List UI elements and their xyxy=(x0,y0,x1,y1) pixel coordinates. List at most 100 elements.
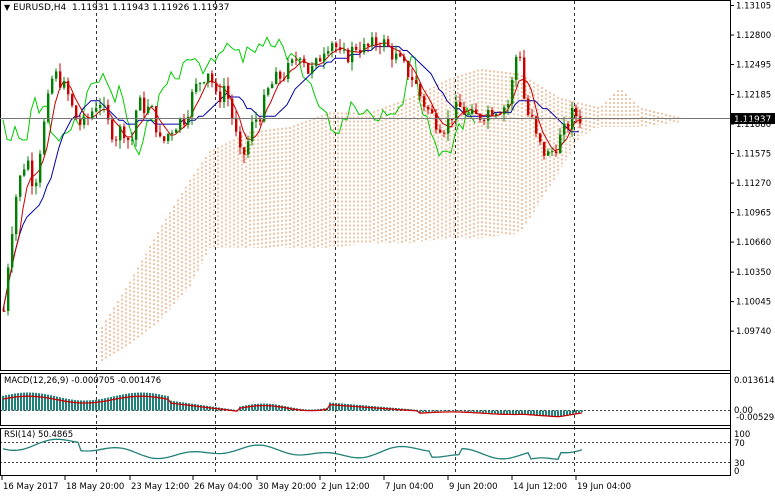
candle-bull xyxy=(11,234,14,268)
candle-bear xyxy=(479,114,482,120)
symbol-label: EURUSD,H4 xyxy=(13,3,67,13)
candle-bear xyxy=(143,97,146,114)
candle-bull xyxy=(223,85,226,103)
candle-bull xyxy=(299,58,302,61)
candle-bull xyxy=(103,104,106,106)
candle-bull xyxy=(91,111,94,118)
candle-bull xyxy=(311,65,314,74)
candle-bear xyxy=(519,56,522,58)
candle-bear xyxy=(411,76,414,81)
price-tick-label: 1.11575 xyxy=(736,150,771,160)
candle-bull xyxy=(39,153,42,183)
rsi-tick-0: 0 xyxy=(734,467,739,477)
candle-bear xyxy=(459,102,462,107)
candle-bear xyxy=(319,58,322,62)
chart-header: ▼ EURUSD,H4 1.11931 1.11943 1.11926 1.119… xyxy=(4,3,229,13)
candle-bear xyxy=(59,71,62,88)
price-tick-label: 1.12800 xyxy=(736,31,771,41)
candle-bear xyxy=(183,118,186,125)
price-tick-label: 1.10350 xyxy=(736,268,771,278)
candle-bull xyxy=(343,49,346,51)
candle-bear xyxy=(359,49,362,53)
candle-bear xyxy=(407,60,410,77)
current-price-label: 1.11937 xyxy=(734,115,771,125)
candle-bull xyxy=(395,53,398,60)
candle-bull xyxy=(23,169,26,176)
candle-bull xyxy=(351,46,354,63)
candle-bull xyxy=(267,88,270,95)
candle-bull xyxy=(99,104,102,108)
macd-signal-line xyxy=(2,395,583,418)
rsi-panel-frame xyxy=(0,428,731,476)
candle-bear xyxy=(127,137,130,141)
candle-bear xyxy=(491,110,494,116)
price-tick-label: 1.12185 xyxy=(736,91,771,101)
candle-bull xyxy=(151,106,154,108)
candle-bear xyxy=(427,106,430,110)
candle-bull xyxy=(63,80,66,88)
candle-bear xyxy=(239,131,242,148)
candle-bull xyxy=(7,267,10,311)
price-tick-label: 1.10045 xyxy=(736,298,771,308)
candle-bull xyxy=(131,139,134,141)
current-price-tag xyxy=(731,113,775,125)
ohlc-values: 1.11931 1.11943 1.11926 1.11937 xyxy=(72,3,230,13)
time-label: 19 Jun 04:00 xyxy=(577,482,631,492)
candle-bear xyxy=(227,85,230,99)
candle-bull xyxy=(495,113,498,116)
macd-histogram xyxy=(2,392,583,417)
candle-bear xyxy=(231,98,234,119)
candle-bear xyxy=(499,113,502,115)
candle-bull xyxy=(511,79,514,105)
macd-tick-zero: 0.00 xyxy=(734,406,753,416)
triangle-down-icon[interactable]: ▼ xyxy=(4,3,11,12)
time-label: 23 May 12:00 xyxy=(131,482,189,492)
candle-bull xyxy=(363,43,366,53)
candle-bull xyxy=(547,151,550,156)
candle-bear xyxy=(355,46,358,50)
candle-bull xyxy=(15,196,18,235)
candle-bull xyxy=(471,109,474,114)
candle-bull xyxy=(315,58,318,66)
candle-bear xyxy=(535,116,538,134)
candle-bull xyxy=(19,175,22,197)
rsi-tick-70: 70 xyxy=(734,439,745,449)
candle-bear xyxy=(295,59,298,61)
candle-bear xyxy=(415,80,418,84)
price-tick-label: 1.12495 xyxy=(736,61,771,71)
candle-bull xyxy=(27,160,30,170)
time-axis: 16 May 2017 18 May 20:00 23 May 12:00 26 Ma… xyxy=(1,476,631,492)
price-tick-label: 1.11880 xyxy=(736,120,771,130)
rsi-label: RSI(14) 50.4865 xyxy=(4,430,74,440)
candle-bull xyxy=(371,37,374,47)
candle-bear xyxy=(219,91,222,103)
candle-bull xyxy=(255,119,258,122)
candle-bear xyxy=(31,160,34,187)
candle-bull xyxy=(323,53,326,62)
time-label: 9 Jun 20:00 xyxy=(449,482,498,492)
candle-bear xyxy=(307,62,310,74)
candle-bear xyxy=(403,56,406,61)
time-label: 2 Jun 12:00 xyxy=(321,482,370,492)
candle-bear xyxy=(347,49,350,63)
macd-tick-top: 0.013614 xyxy=(734,376,775,386)
candle-bear xyxy=(575,107,578,117)
tenkan-sen xyxy=(2,42,580,312)
candle-bear xyxy=(475,109,478,115)
candle-bull xyxy=(55,71,58,79)
candle-bull xyxy=(247,141,250,155)
candle-bull xyxy=(203,82,206,84)
candle-bull xyxy=(563,123,566,135)
candle-bear xyxy=(419,83,422,97)
ichimoku-cloud xyxy=(101,69,679,363)
candle-bear xyxy=(279,71,282,79)
candle-bear xyxy=(155,106,158,133)
candle-bull xyxy=(455,102,458,121)
candle-bull xyxy=(51,78,54,94)
candle-bull xyxy=(291,59,294,64)
candle-bear xyxy=(435,113,438,130)
candle-bear xyxy=(423,96,426,107)
candle-bear xyxy=(367,43,370,47)
